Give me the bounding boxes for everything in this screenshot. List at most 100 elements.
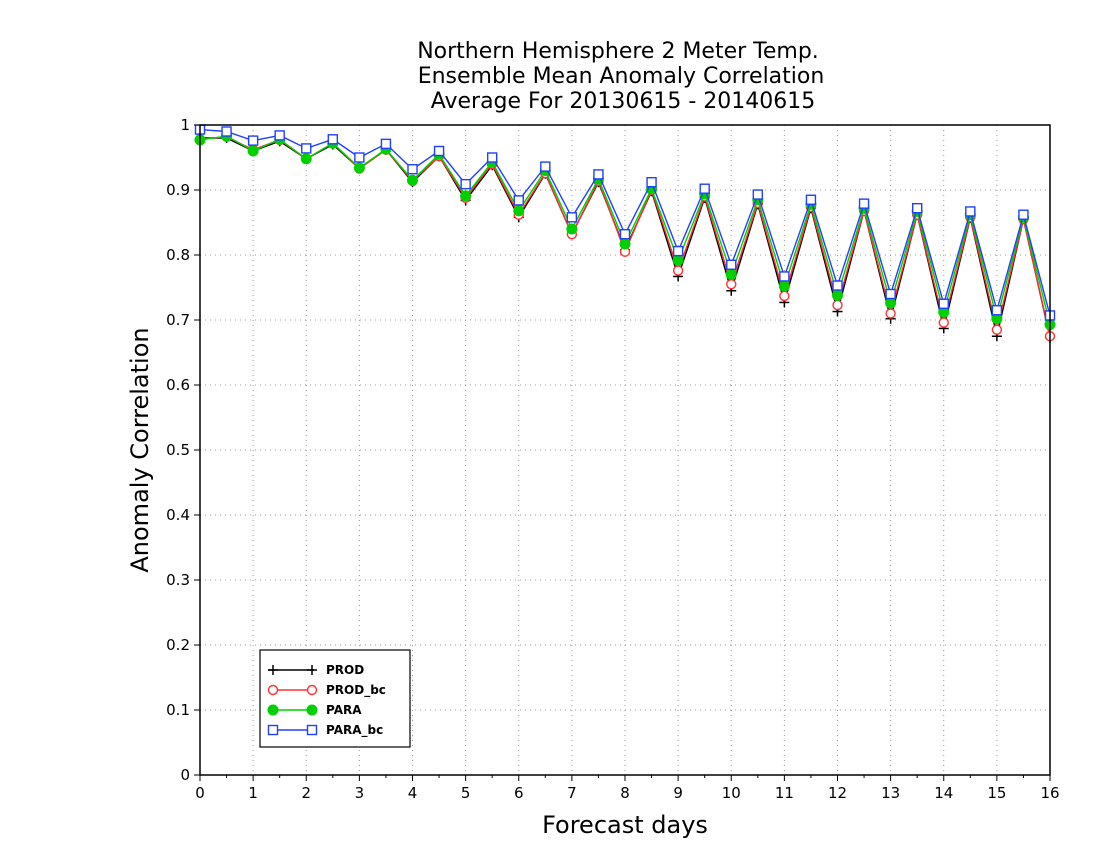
x-tick-label: 6 — [514, 784, 524, 802]
y-tick-label: 0.6 — [166, 376, 190, 394]
data-point — [858, 198, 870, 209]
data-point — [805, 194, 817, 205]
y-tick-label: 0.3 — [166, 571, 190, 589]
legend-label: PARA_bc — [326, 723, 383, 738]
x-axis-label: Forecast days — [542, 811, 708, 839]
data-point — [593, 169, 604, 180]
legend-marker — [267, 724, 279, 736]
data-point — [300, 153, 312, 165]
x-tick-label: 2 — [301, 784, 311, 802]
legend-label: PROD_bc — [326, 683, 386, 698]
x-tick-label: 7 — [567, 784, 577, 802]
y-tick-label: 0.2 — [166, 636, 190, 654]
data-point — [965, 206, 976, 217]
data-point — [832, 299, 843, 311]
y-tick-label: 0.4 — [166, 506, 190, 524]
data-point — [460, 178, 471, 190]
x-tick-label: 9 — [673, 784, 683, 802]
legend-entry: PARA_bc — [267, 723, 383, 738]
data-point — [726, 259, 737, 270]
x-tick-label: 4 — [408, 784, 418, 802]
y-tick-label: 0 — [180, 766, 190, 784]
legend-label: PROD — [326, 663, 364, 677]
x-tick-label: 8 — [620, 784, 630, 802]
legend-label: PARA — [326, 703, 362, 717]
legend-marker — [267, 704, 279, 716]
data-point — [353, 162, 365, 174]
y-tick-label: 1 — [180, 116, 190, 134]
legend-entry: PROD — [268, 663, 364, 677]
data-point — [1018, 209, 1029, 220]
series-layer — [194, 124, 1056, 343]
series-para-bc — [194, 124, 1056, 321]
data-point — [327, 134, 339, 145]
data-point — [566, 223, 578, 235]
x-tick-label: 12 — [828, 784, 847, 802]
ticks-layer: 0 1 2 3 4 5 6 7 8 9 10 11 12 13 14 15 1600.10.20.30.40.5… — [166, 116, 1059, 802]
data-point — [779, 271, 790, 282]
series-line — [199, 128, 1051, 316]
x-tick-label: 13 — [881, 784, 900, 802]
data-point — [725, 269, 737, 280]
data-point — [832, 289, 843, 301]
data-point — [619, 238, 631, 250]
y-axis-label: Anomaly Correlation — [126, 327, 154, 572]
legend: PROD PROD_bc PARA PARA_bc — [259, 649, 411, 748]
data-point — [911, 202, 923, 214]
data-point — [513, 205, 525, 217]
chart-title-line-1: Northern Hemisphere 2 Meter Temp. — [417, 39, 819, 64]
x-tick-label: 5 — [461, 784, 471, 802]
x-tick-label: 16 — [1040, 784, 1059, 802]
data-point — [513, 195, 524, 206]
grid-layer — [200, 125, 1050, 775]
x-tick-label: 10 — [722, 784, 741, 802]
x-tick-label: 11 — [775, 784, 794, 802]
y-tick-label: 0.7 — [166, 311, 190, 329]
x-tick-label: 3 — [355, 784, 365, 802]
data-point — [433, 145, 445, 157]
data-point — [885, 288, 896, 300]
data-point — [354, 152, 365, 163]
data-point — [726, 279, 737, 290]
x-tick-label: 0 — [195, 784, 205, 802]
legend-marker — [267, 684, 279, 696]
y-tick-label: 0.9 — [166, 181, 190, 199]
legend-marker — [306, 724, 318, 736]
data-point — [885, 308, 896, 319]
data-point — [672, 254, 684, 266]
data-point — [540, 161, 551, 172]
legend-marker — [268, 665, 278, 675]
legend-entry: PROD_bc — [267, 683, 386, 698]
data-point — [699, 183, 710, 194]
data-point — [407, 163, 418, 175]
data-point — [301, 143, 312, 154]
data-point — [566, 212, 578, 223]
data-point — [885, 297, 897, 309]
data-point — [460, 190, 472, 202]
chart-title-line-3: Average For 20130615 - 20140615 — [431, 89, 816, 114]
data-point — [247, 145, 259, 157]
data-point — [486, 152, 498, 163]
data-point — [752, 189, 764, 200]
data-point — [672, 245, 684, 257]
legend-marker — [306, 704, 318, 716]
legend-box — [259, 649, 411, 748]
data-point — [832, 280, 843, 291]
x-tick-label: 14 — [934, 784, 953, 802]
legend-marker — [307, 665, 317, 675]
data-point — [938, 317, 949, 328]
data-point — [646, 176, 657, 188]
data-point — [407, 174, 418, 186]
data-point — [778, 280, 790, 292]
y-tick-label: 0.5 — [166, 441, 190, 459]
x-tick-label: 1 — [248, 784, 258, 802]
y-tick-label: 0.8 — [166, 246, 190, 264]
legend-entry: PARA — [267, 703, 362, 717]
data-point — [247, 135, 259, 146]
data-point — [938, 298, 949, 309]
data-point — [619, 228, 631, 240]
data-point — [380, 138, 392, 150]
chart-title-line-2: Ensemble Mean Anomaly Correlation — [418, 64, 825, 89]
data-point — [779, 290, 790, 302]
